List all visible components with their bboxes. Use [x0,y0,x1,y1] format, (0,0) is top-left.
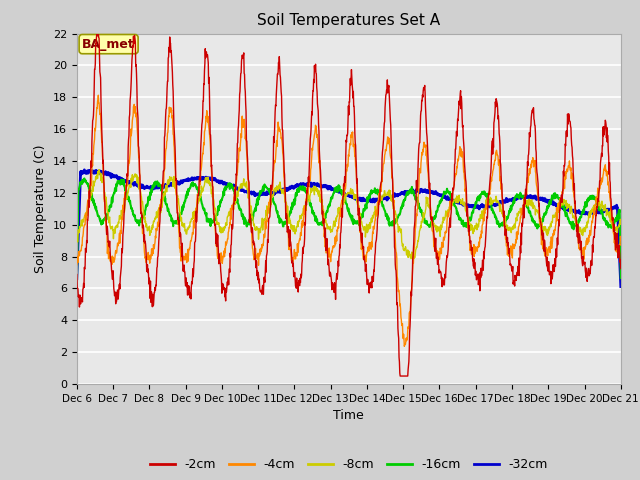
Text: BA_met: BA_met [82,37,135,50]
Title: Soil Temperatures Set A: Soil Temperatures Set A [257,13,440,28]
Y-axis label: Soil Temperature (C): Soil Temperature (C) [35,144,47,273]
X-axis label: Time: Time [333,409,364,422]
Legend: -2cm, -4cm, -8cm, -16cm, -32cm: -2cm, -4cm, -8cm, -16cm, -32cm [145,453,553,476]
